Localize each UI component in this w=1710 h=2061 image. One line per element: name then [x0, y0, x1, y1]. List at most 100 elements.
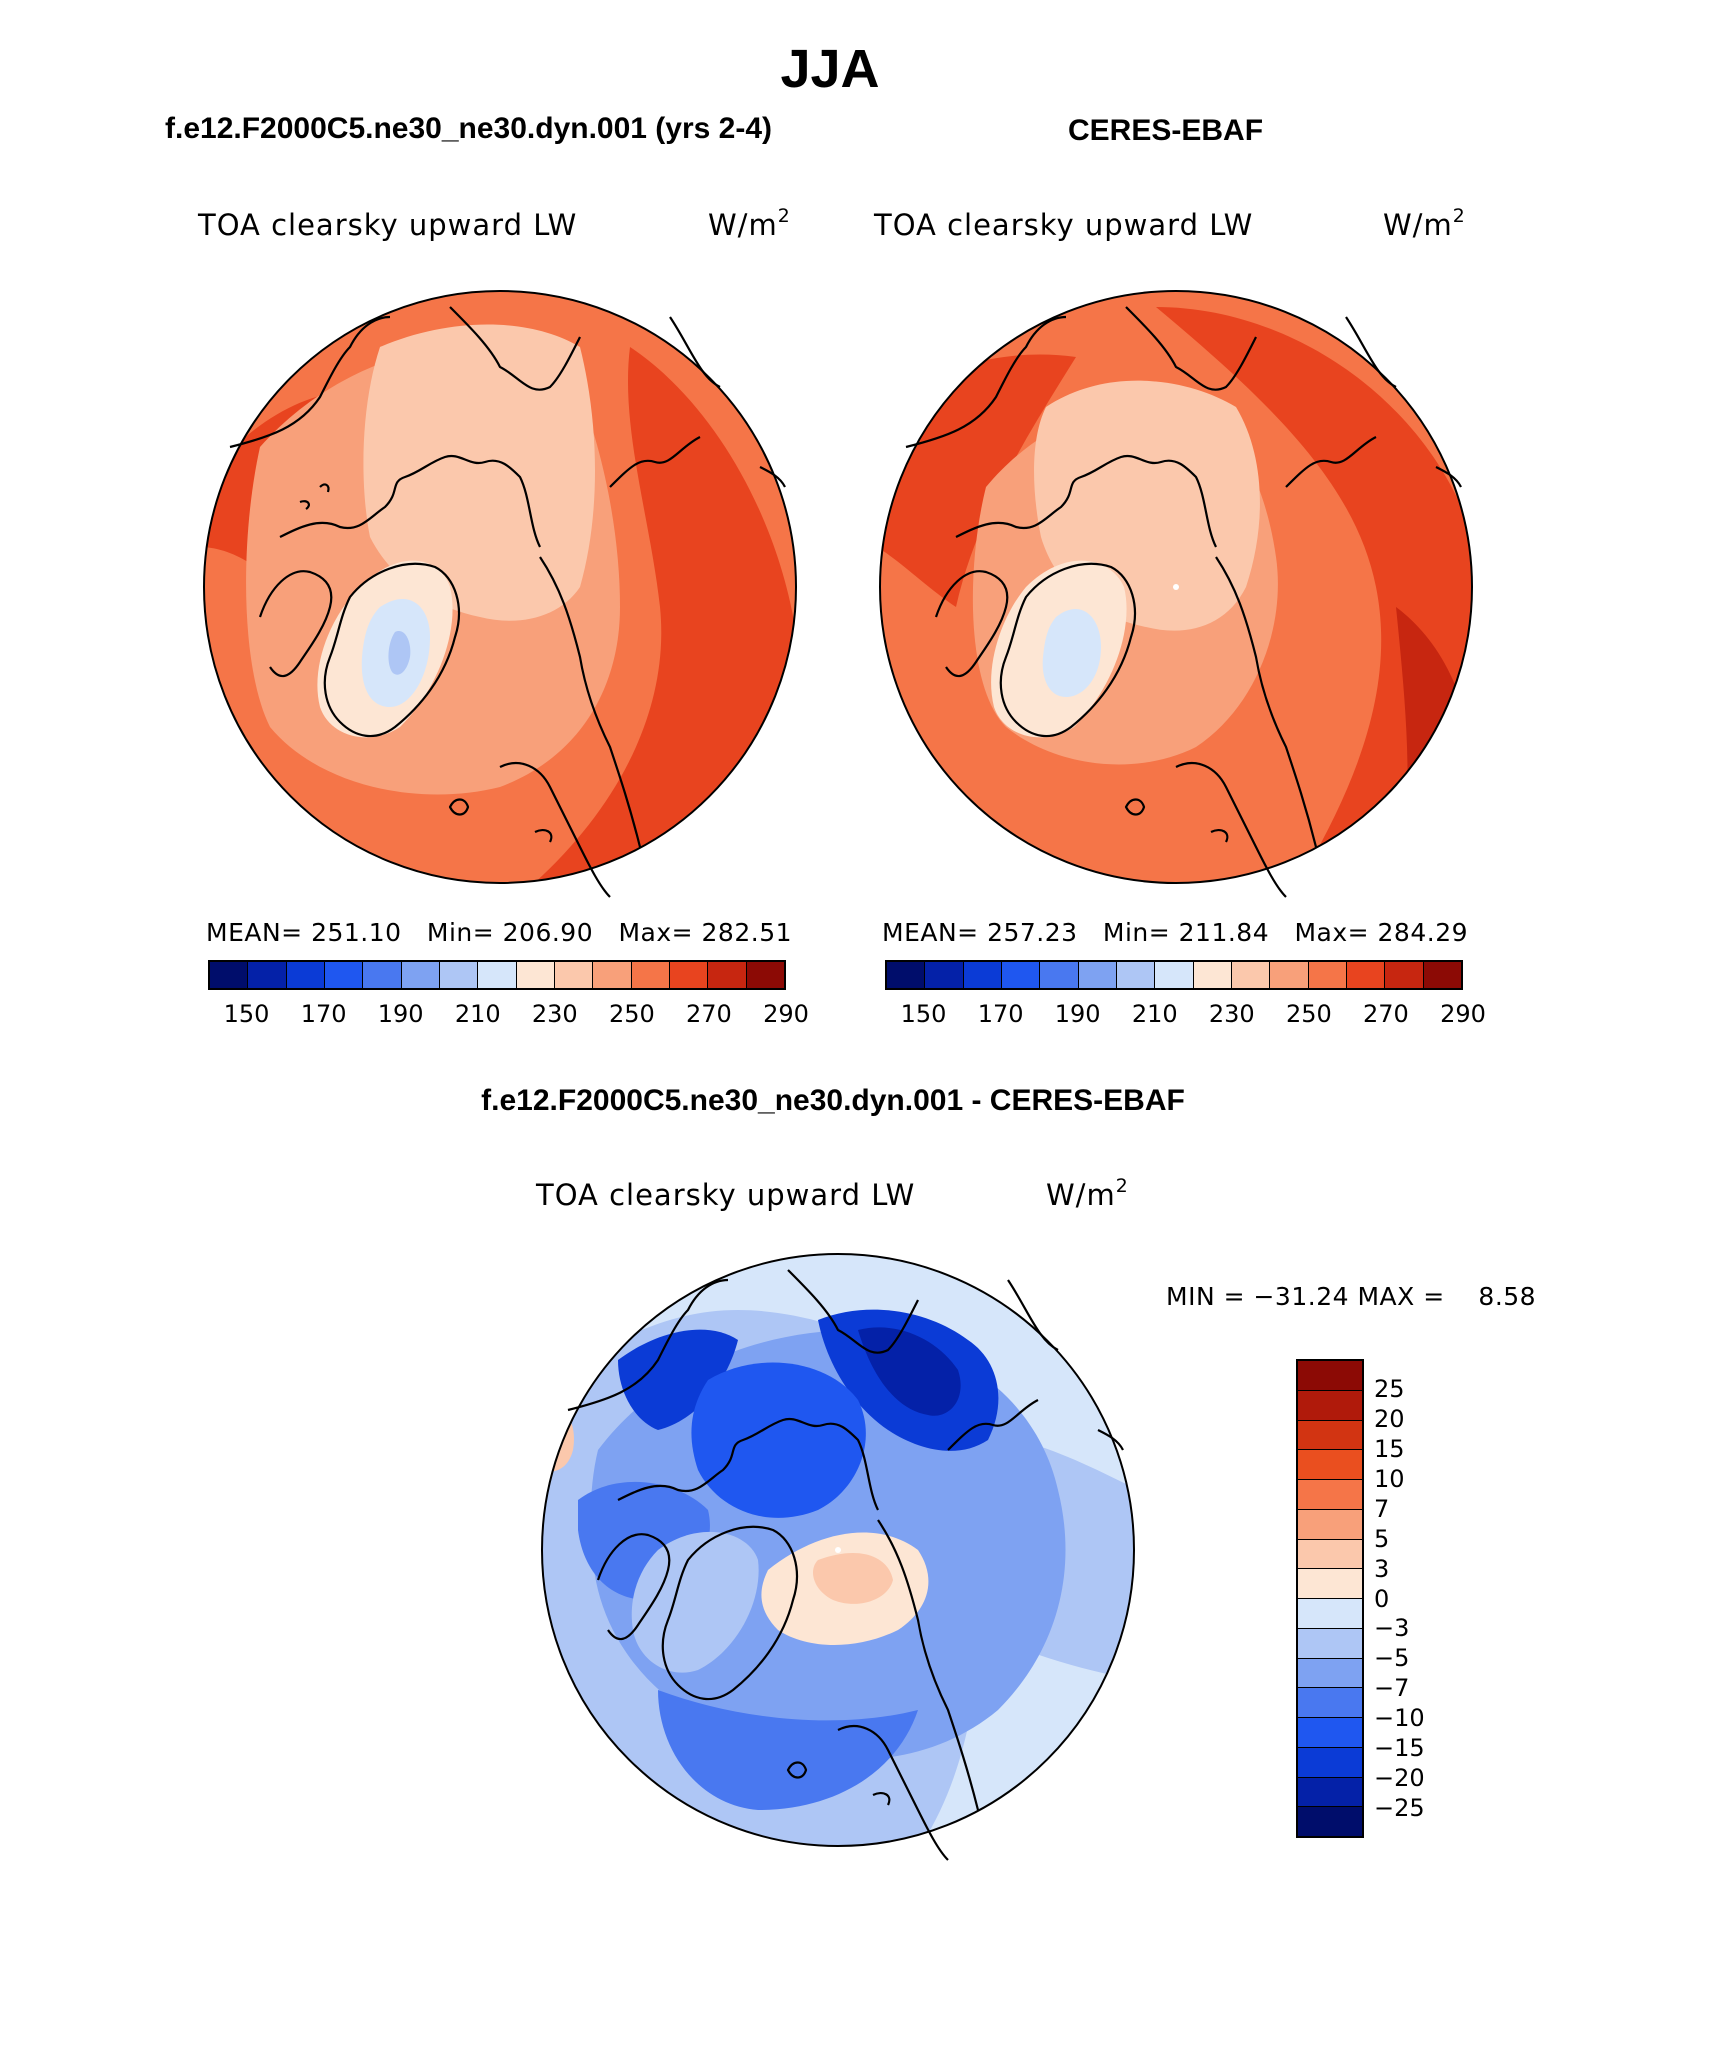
colorbar-tick-label: 230 — [531, 1000, 578, 1028]
colorbar-level-label: 10 — [1374, 1464, 1405, 1493]
colorbar-tick-label: 270 — [686, 1000, 732, 1028]
colorbar-level-label: −15 — [1374, 1734, 1425, 1763]
colorbar-tick-label: 190 — [1054, 1000, 1101, 1028]
north-atlantic-deep-fill — [618, 1329, 738, 1430]
colorbar-swatch — [668, 962, 708, 988]
colorbar-swatch — [1298, 1419, 1362, 1450]
colorbar-swatch — [210, 962, 248, 988]
colorbar-swatch — [1298, 1657, 1362, 1688]
colorbar-swatch — [1298, 1479, 1362, 1509]
colorbar-swatch — [592, 962, 631, 988]
colorbar-tick-label: 210 — [1131, 1000, 1178, 1028]
model-stats: MEAN= 251.10 Min= 206.90 Max= 282.51 — [206, 918, 793, 947]
colorbar-level-label: 7 — [1374, 1494, 1390, 1523]
colorbar-swatch — [707, 962, 746, 988]
colorbar-swatch — [1298, 1776, 1362, 1807]
colorbar-swatch — [1298, 1361, 1362, 1390]
model-units-base: W/m — [708, 208, 778, 243]
colorbar-swatch — [1298, 1508, 1362, 1539]
colorbar-swatch — [1298, 1687, 1362, 1717]
colorbar-level-label: 20 — [1374, 1404, 1405, 1433]
colorbar-swatch — [553, 962, 593, 988]
colorbar-swatch — [1115, 962, 1155, 988]
colorbar-tick-label: 270 — [1363, 1000, 1409, 1028]
difference-units-label: W/m2 — [1046, 1176, 1129, 1212]
colorbar-level-label: 25 — [1374, 1374, 1405, 1403]
colorbar-swatch — [1154, 962, 1193, 988]
colorbar-swatch — [1039, 962, 1078, 988]
model-units-label: W/m2 — [708, 206, 791, 242]
colorbar-swatch — [1230, 962, 1270, 988]
colorbar-swatch — [630, 962, 669, 988]
colorbar-swatch — [1422, 962, 1461, 988]
colorbar-swatch — [1298, 1806, 1362, 1836]
warm-band-fill — [1156, 307, 1472, 883]
colorbar-tick-label: 250 — [1285, 1000, 1332, 1028]
map-border — [879, 290, 1473, 884]
north-pacific-core-fill — [858, 1327, 961, 1416]
coastlines — [567, 1269, 1124, 1861]
obs-panel-header: CERES-EBAF — [1068, 114, 1264, 147]
pole-dot — [1173, 584, 1179, 590]
colorbar-level-label: −25 — [1374, 1794, 1425, 1823]
colorbar-swatch — [1298, 1449, 1362, 1479]
colorbar-swatch — [323, 962, 363, 988]
colorbar-swatch — [1384, 962, 1423, 988]
model-polar-map — [203, 290, 797, 898]
colorbar-level-label: −10 — [1374, 1704, 1425, 1733]
colorbar-swatch — [477, 962, 516, 988]
colorbar-swatch — [924, 962, 963, 988]
colorbar-swatch — [1298, 1746, 1362, 1777]
colorbar-level-label: −3 — [1374, 1614, 1410, 1643]
difference-colorbar-labels: 25 20 15 10 7 5 3 0 −3 −5 −7 −10 −15 −20 −25 — [1374, 1359, 1474, 1838]
obs-stats: MEAN= 257.23 Min= 211.84 Max= 284.29 — [882, 918, 1469, 947]
colorbar-level-label: −7 — [1374, 1674, 1410, 1703]
colorbar-tick-label: 290 — [1440, 1000, 1486, 1028]
obs-units-base: W/m — [1383, 208, 1453, 243]
colorbar-level-label: 5 — [1374, 1524, 1390, 1553]
model-panel-header: f.e12.F2000C5.ne30_ne30.dyn.001 (yrs 2-4… — [165, 112, 773, 145]
colorbar-swatch — [438, 962, 478, 988]
coastlines — [905, 306, 1462, 898]
eurasia-warm-core-fill — [813, 1552, 893, 1604]
colorbar-swatch — [1298, 1538, 1362, 1569]
obs-colorbar-ticks: 150 170 190 210 230 250 270 290 — [885, 1000, 1486, 1030]
obs-colorbar — [885, 960, 1463, 990]
model-units-exp: 2 — [777, 206, 791, 227]
south-band-fill — [658, 1690, 918, 1810]
model-colorbar — [208, 960, 786, 990]
colorbar-swatch — [400, 962, 439, 988]
colorbar-swatch — [515, 962, 554, 988]
colorbar-swatch — [745, 962, 784, 988]
colorbar-tick-label: 190 — [377, 1000, 424, 1028]
colorbar-swatch — [247, 962, 286, 988]
obs-polar-map — [879, 290, 1473, 898]
colorbar-tick-label: 210 — [454, 1000, 501, 1028]
colorbar-swatch — [285, 962, 324, 988]
colorbar-swatch — [962, 962, 1001, 988]
colorbar-tick-label: 290 — [763, 1000, 809, 1028]
greenland-summit-fill — [388, 631, 411, 675]
difference-variable-label: TOA clearsky upward LW — [536, 1178, 916, 1212]
model-variable-label: TOA clearsky upward LW — [198, 208, 578, 242]
difference-units-base: W/m — [1046, 1178, 1116, 1213]
obs-units-label: W/m2 — [1383, 206, 1466, 242]
map-border — [541, 1253, 1135, 1847]
difference-min-max: MIN = −31.24 MAX = 8.58 — [1166, 1282, 1537, 1311]
colorbar-tick-label: 170 — [977, 1000, 1024, 1028]
map-border — [203, 290, 797, 884]
warm-band-fill — [530, 347, 796, 883]
colorbar-tick-label: 250 — [608, 1000, 655, 1028]
season-title: JJA — [780, 39, 880, 99]
colorbar-swatch — [1269, 962, 1308, 988]
colorbar-swatch — [1298, 1717, 1362, 1747]
colorbar-tick-label: 150 — [223, 1000, 270, 1028]
difference-units-exp: 2 — [1115, 1176, 1129, 1197]
colorbar-swatch — [1000, 962, 1040, 988]
model-colorbar-ticks: 150 170 190 210 230 250 270 290 — [208, 1000, 809, 1030]
colorbar-swatch — [1298, 1627, 1362, 1658]
colorbar-level-label: 3 — [1374, 1554, 1390, 1583]
pole-dot — [835, 1547, 841, 1553]
colorbar-swatch — [1077, 962, 1116, 988]
difference-panel-header: f.e12.F2000C5.ne30_ne30.dyn.001 - CERES-… — [481, 1084, 1185, 1117]
